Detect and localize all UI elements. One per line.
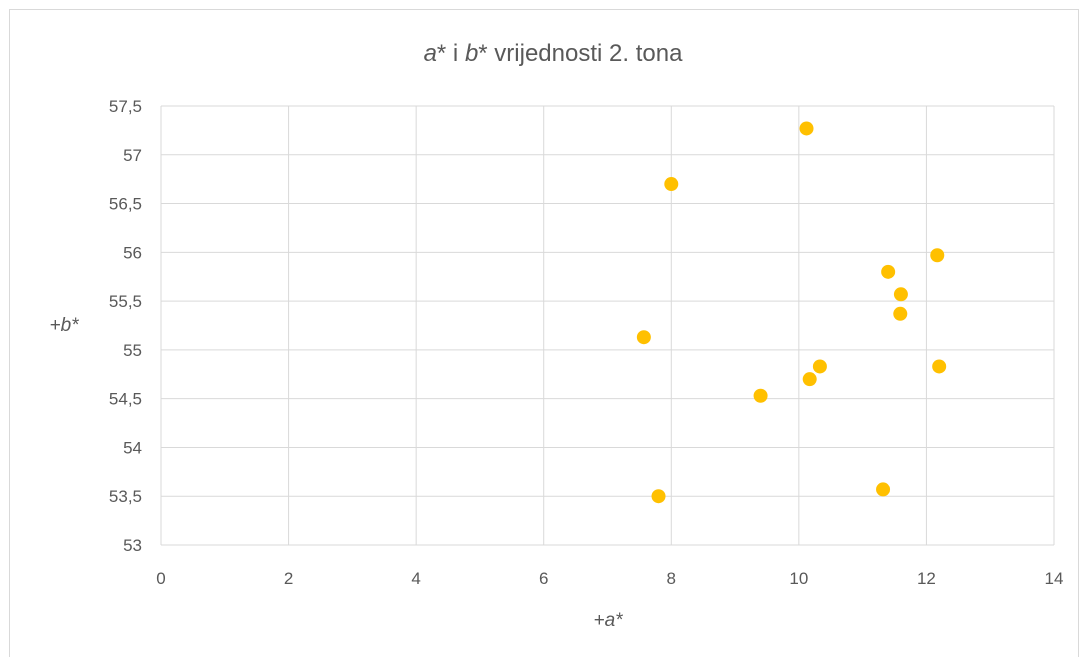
x-tick-label: 0 xyxy=(156,569,165,588)
text-part: * vrijednosti 2. tona xyxy=(478,40,683,67)
data-point xyxy=(664,177,679,192)
data-point xyxy=(636,330,651,345)
data-point xyxy=(802,372,817,387)
grid xyxy=(160,105,1055,546)
y-tick-label: 57,5 xyxy=(109,97,142,116)
text-part: b xyxy=(61,315,72,336)
text-part: b xyxy=(465,40,478,67)
data-point xyxy=(881,264,896,279)
x-tick-label: 8 xyxy=(667,569,676,588)
data-point xyxy=(812,359,827,374)
y-tick-label: 53 xyxy=(123,536,142,555)
y-tick-label: 55,5 xyxy=(109,292,142,311)
data-point xyxy=(893,306,908,321)
x-tick-label: 10 xyxy=(789,569,808,588)
chart-title: a* i b* vrijednosti 2. tona xyxy=(424,40,684,67)
y-tick-label: 56,5 xyxy=(109,195,142,214)
y-tick-label: 54 xyxy=(123,438,142,457)
x-tick-label: 14 xyxy=(1045,569,1064,588)
y-tick-label: 53,5 xyxy=(109,487,142,506)
text-part: a xyxy=(424,40,437,67)
text-part: + xyxy=(593,610,604,631)
text-part: * xyxy=(615,610,623,631)
data-point xyxy=(930,248,945,263)
y-axis-label: +b* xyxy=(49,315,79,336)
text-part: a xyxy=(605,610,616,631)
data-point xyxy=(893,287,908,302)
y-tick-label: 56 xyxy=(123,243,142,262)
x-tick-label: 6 xyxy=(539,569,548,588)
data-point xyxy=(753,388,768,403)
y-tick-label: 57 xyxy=(123,146,142,165)
data-point xyxy=(799,121,814,136)
y-tick-label: 55 xyxy=(123,341,142,360)
x-axis-ticks: 0 2 4 6 8 10 12 14 xyxy=(156,569,1063,588)
text-part: + xyxy=(49,315,60,336)
x-axis-label: +a* xyxy=(593,610,623,631)
text-part: * i xyxy=(437,40,465,67)
y-axis-ticks: 53 53,5 54 54,5 55 55,5 56 56,5 57 57,5 xyxy=(109,97,142,555)
data-point xyxy=(651,489,666,504)
x-tick-label: 4 xyxy=(411,569,420,588)
data-point xyxy=(932,359,947,374)
text-part: * xyxy=(71,315,79,336)
x-tick-label: 12 xyxy=(917,569,936,588)
data-point xyxy=(876,482,891,497)
y-tick-label: 54,5 xyxy=(109,390,142,409)
data-points xyxy=(636,121,947,504)
x-tick-label: 2 xyxy=(284,569,293,588)
